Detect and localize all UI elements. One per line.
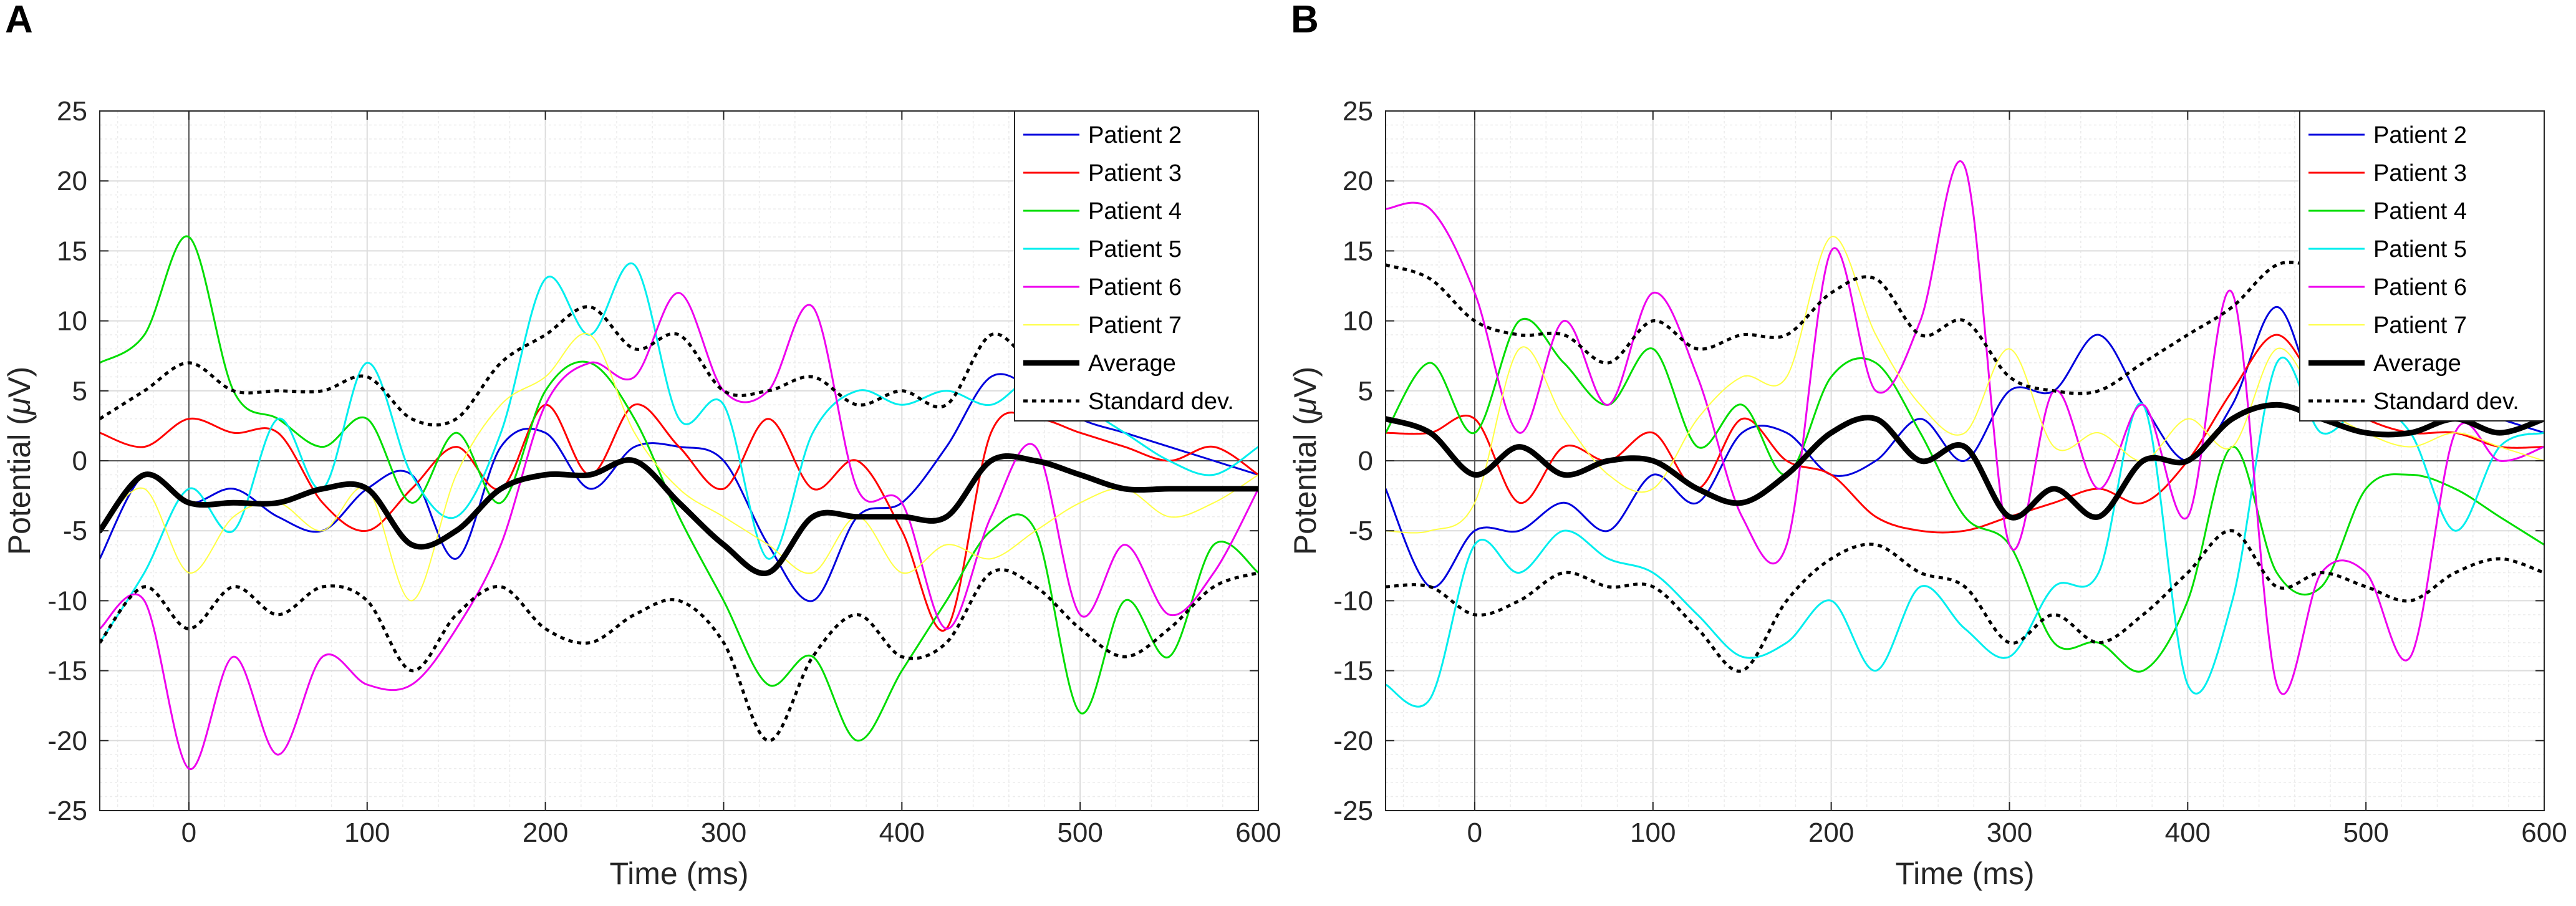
y-tick-label: -20 <box>47 726 87 756</box>
legend-label-patient-7: Patient 7 <box>2373 312 2467 339</box>
series-line-standard-dev-lower <box>100 568 1258 743</box>
legend-box <box>1014 110 1259 422</box>
y-tick-label: 10 <box>57 306 87 337</box>
y-axis-label-mu: μ <box>1288 398 1323 416</box>
y-tick-label: -10 <box>1333 586 1373 616</box>
legend-label-patient-2: Patient 2 <box>2373 122 2467 148</box>
legend-label-patient-3: Patient 3 <box>1088 160 1182 186</box>
x-tick-label: 0 <box>181 817 196 848</box>
y-tick-label: -15 <box>1333 656 1373 687</box>
legend-label-patient-6: Patient 6 <box>2373 274 2467 301</box>
y-axis-label: Potential (μV) <box>2 367 37 556</box>
legend-label-patient-4: Patient 4 <box>1088 198 1182 224</box>
series-line-average <box>1386 402 2544 521</box>
panel-a: A 0 100 200 300 400 500 600 -25 -20 -15 -10 -5 0 5 10 15… <box>2 0 1281 891</box>
y-tick-label: -25 <box>47 796 87 826</box>
legend-label-standard-dev: Standard dev. <box>2373 388 2519 415</box>
series-line-patient-5 <box>1386 356 2544 708</box>
x-tick-label: 100 <box>1630 817 1676 848</box>
series-line-patient-6 <box>100 292 1258 770</box>
y-tick-label: -5 <box>1349 516 1373 546</box>
legend-label-patient-5: Patient 5 <box>2373 236 2467 263</box>
x-tick-label: 400 <box>879 817 925 848</box>
y-tick-label: -5 <box>63 516 87 546</box>
legend-label-patient-5: Patient 5 <box>1088 236 1182 263</box>
legend-label-patient-4: Patient 4 <box>2373 198 2467 224</box>
y-axis-label-prefix: Potential ( <box>2 415 37 555</box>
y-axis-label-suffix: V) <box>2 367 37 398</box>
y-tick-label: -20 <box>1333 726 1373 756</box>
x-tick-label: 300 <box>1987 817 2032 848</box>
y-axis-label-prefix: Potential ( <box>1288 415 1323 555</box>
series-line-patient-6 <box>1386 160 2544 695</box>
series-line-patient-4 <box>100 235 1258 742</box>
x-tick-label: 600 <box>1235 817 1281 848</box>
y-tick-label: 10 <box>1343 306 1373 337</box>
series-line-patient-7 <box>100 332 1258 602</box>
y-axis-label-mu: μ <box>2 398 37 416</box>
x-tick-label: 0 <box>1467 817 1482 848</box>
x-axis-label: Time (ms) <box>1895 856 2034 891</box>
y-tick-label: 0 <box>1358 446 1373 476</box>
y-tick-label: 5 <box>72 376 87 407</box>
panel-label: B <box>1291 0 1319 41</box>
y-tick-label: 25 <box>57 96 87 127</box>
x-tick-label: 300 <box>701 817 746 848</box>
y-tick-label: 15 <box>1343 236 1373 266</box>
y-tick-label: -25 <box>1333 796 1373 826</box>
legend-label-average: Average <box>2373 350 2461 377</box>
y-tick-label: 20 <box>1343 166 1373 196</box>
panel-b: B 0 100 200 300 400 500 600 -25 -20 -15 -10 -5 0 5 10 15… <box>1288 0 2567 891</box>
x-tick-label: 100 <box>344 817 390 848</box>
panel-label: A <box>5 0 33 41</box>
series-line-average <box>100 453 1258 577</box>
y-tick-label: 25 <box>1343 96 1373 127</box>
legend-label-patient-3: Patient 3 <box>2373 160 2467 186</box>
x-tick-label: 500 <box>2343 817 2388 848</box>
y-tick-label: 15 <box>57 236 87 266</box>
x-tick-label: 200 <box>523 817 568 848</box>
y-tick-label: -10 <box>47 586 87 616</box>
legend-label-patient-2: Patient 2 <box>1088 122 1182 148</box>
legend: Patient 2 Patient 3 Patient 4 Patient 5 Pati… <box>2299 110 2545 422</box>
y-tick-label: 0 <box>72 446 87 476</box>
x-tick-label: 200 <box>1808 817 1854 848</box>
y-axis-label: Potential (μV) <box>1288 367 1323 556</box>
y-tick-label: -15 <box>47 656 87 687</box>
legend-label-patient-6: Patient 6 <box>1088 274 1182 301</box>
x-tick-label: 500 <box>1057 817 1102 848</box>
legend-box <box>2299 110 2545 422</box>
y-tick-label: 5 <box>1358 376 1373 407</box>
legend: Patient 2 Patient 3 Patient 4 Patient 5 Pati… <box>1014 110 1259 422</box>
x-tick-label: 400 <box>2165 817 2211 848</box>
x-tick-label: 600 <box>2521 817 2567 848</box>
legend-label-average: Average <box>1088 350 1176 377</box>
y-tick-label: 20 <box>57 166 87 196</box>
legend-label-patient-7: Patient 7 <box>1088 312 1182 339</box>
y-axis-label-suffix: V) <box>1288 367 1323 398</box>
legend-label-standard-dev: Standard dev. <box>1088 388 1234 415</box>
x-axis-label: Time (ms) <box>609 856 748 891</box>
series-line-patient-4 <box>1386 318 2544 673</box>
